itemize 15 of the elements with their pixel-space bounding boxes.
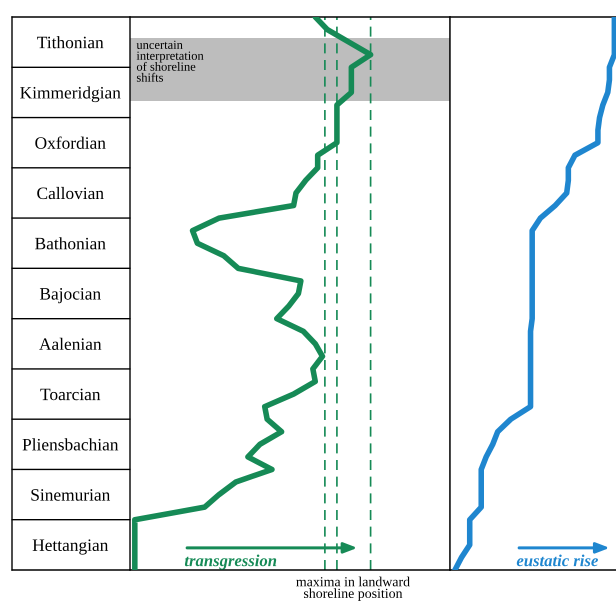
y-tick-label: Sinemurian bbox=[31, 489, 110, 501]
y-tick-label: Toarcian bbox=[40, 388, 100, 400]
annotation: eustatic rise bbox=[516, 554, 598, 566]
annotation: transgression bbox=[184, 554, 276, 570]
y-tick-label: Callovian bbox=[37, 186, 104, 200]
y-tick-label: Pliensbachian bbox=[22, 438, 118, 451]
y-tick-label: Aalenian bbox=[39, 338, 102, 350]
y-tick-label: Bathonian bbox=[35, 237, 106, 250]
annotation: uncertain interpretation of shoreline shifts bbox=[136, 40, 204, 82]
text: maxima in landward shoreline position bbox=[296, 576, 410, 601]
y-tick-label: Hettangian bbox=[32, 539, 108, 555]
y-tick-label: Kimmeridgian bbox=[20, 86, 121, 102]
y-tick-label: Tithonian bbox=[37, 36, 104, 48]
y-tick-label: Oxfordian bbox=[35, 136, 106, 149]
y-tick-label: Bajocian bbox=[40, 288, 101, 304]
